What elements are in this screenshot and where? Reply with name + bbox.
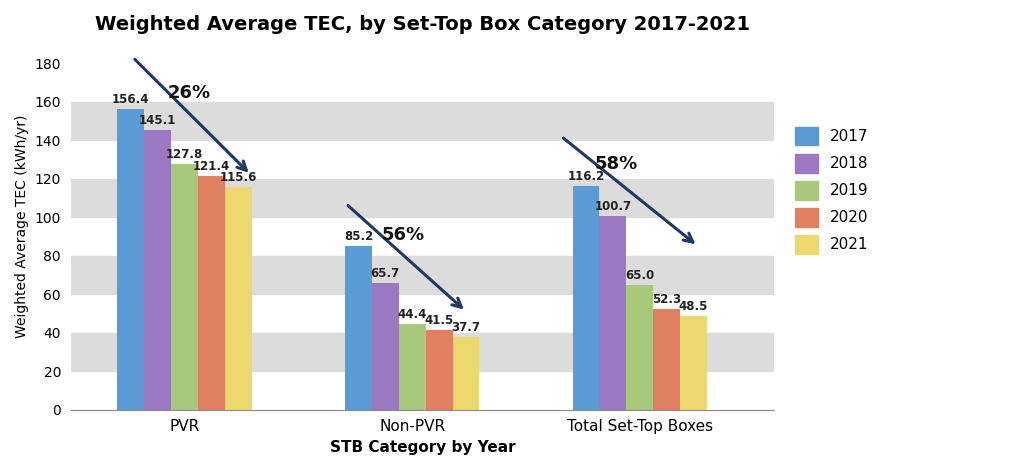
Text: 121.4: 121.4 <box>193 160 230 173</box>
Text: 115.6: 115.6 <box>220 171 257 184</box>
Text: 116.2: 116.2 <box>567 170 604 183</box>
Text: 127.8: 127.8 <box>166 148 203 161</box>
Text: 145.1: 145.1 <box>139 115 176 127</box>
Text: 41.5: 41.5 <box>425 314 454 327</box>
Bar <box>398 324 426 410</box>
Bar <box>118 109 144 410</box>
Text: 37.7: 37.7 <box>452 321 480 334</box>
X-axis label: STB Category by Year: STB Category by Year <box>330 440 515 455</box>
Bar <box>627 284 653 410</box>
Text: 52.3: 52.3 <box>652 293 681 306</box>
Text: 85.2: 85.2 <box>344 230 373 243</box>
Text: 56%: 56% <box>381 226 424 244</box>
Text: 156.4: 156.4 <box>112 93 150 106</box>
Bar <box>71 102 774 140</box>
Text: 65.0: 65.0 <box>626 269 654 282</box>
Bar <box>372 283 398 410</box>
Text: 65.7: 65.7 <box>371 267 400 280</box>
Bar <box>71 179 774 217</box>
Bar <box>572 186 599 410</box>
Bar <box>71 256 774 294</box>
Y-axis label: Weighted Average TEC (kWh/yr): Weighted Average TEC (kWh/yr) <box>15 115 29 338</box>
Legend: 2017, 2018, 2019, 2020, 2021: 2017, 2018, 2019, 2020, 2021 <box>790 121 874 260</box>
Title: Weighted Average TEC, by Set-Top Box Category 2017-2021: Weighted Average TEC, by Set-Top Box Cat… <box>95 15 751 34</box>
Text: 44.4: 44.4 <box>397 308 427 321</box>
Bar <box>71 333 774 371</box>
Text: 48.5: 48.5 <box>679 300 709 313</box>
Bar <box>599 216 627 410</box>
Bar <box>225 187 252 410</box>
Bar <box>144 130 171 410</box>
Bar <box>453 337 479 410</box>
Bar <box>653 309 680 410</box>
Bar <box>171 164 198 410</box>
Text: 26%: 26% <box>168 84 211 102</box>
Bar <box>198 176 225 410</box>
Text: 100.7: 100.7 <box>594 200 632 213</box>
Bar <box>426 330 453 410</box>
Text: 58%: 58% <box>594 155 638 173</box>
Bar <box>680 316 707 410</box>
Bar <box>345 246 372 410</box>
